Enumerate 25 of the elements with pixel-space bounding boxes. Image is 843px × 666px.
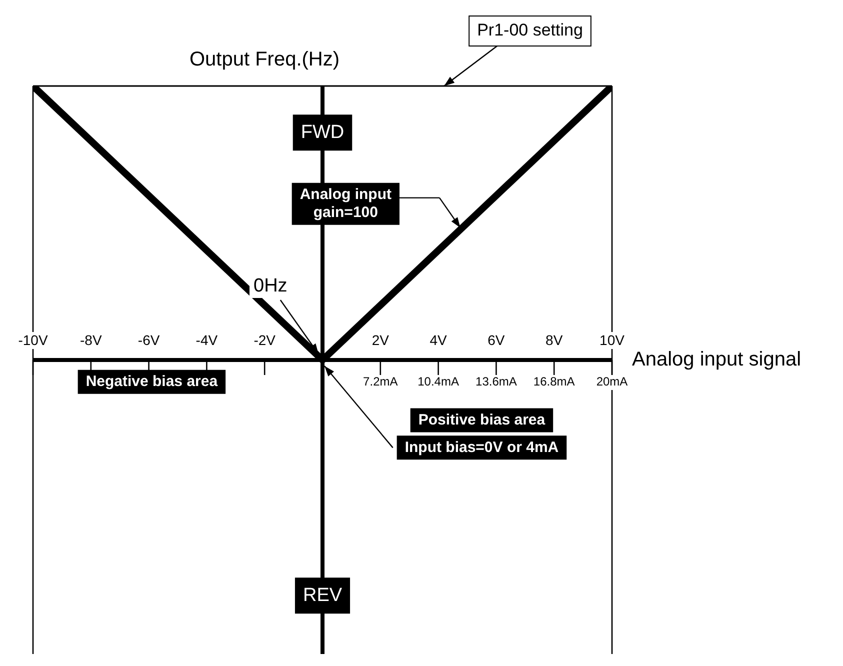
x2-tick-label: 20mA <box>596 374 628 388</box>
ref-line-label: Pr1-00 setting <box>477 20 583 40</box>
x-tick-label: -10V <box>18 332 48 348</box>
annotation: FWD <box>300 122 344 143</box>
x-tick-label: 10V <box>600 332 626 348</box>
x-tick-label: -4V <box>196 332 218 348</box>
x-axis-title: Analog input signal <box>632 348 802 371</box>
text: Positive bias area <box>418 411 546 428</box>
y-axis-title: Output Freq.(Hz) <box>189 48 340 71</box>
x2-tick-label: 7.2mA <box>363 374 398 388</box>
x-tick-label: 4V <box>430 332 448 348</box>
x-tick-label: -6V <box>138 332 160 348</box>
text: Negative bias area <box>86 373 218 390</box>
x2-tick-label: 13.6mA <box>476 374 517 388</box>
x2-tick-label: 16.8mA <box>533 374 575 388</box>
annotation: 0Hz <box>253 275 288 296</box>
x-tick-label: -2V <box>254 332 276 348</box>
annotation: Analog input gain=100 <box>300 186 392 221</box>
x-tick-label: -8V <box>80 332 102 348</box>
text: REV <box>302 584 342 606</box>
text: Input bias=0V or 4mA <box>404 438 559 456</box>
x-tick-label: 8V <box>546 332 564 348</box>
x-tick-label: 6V <box>488 332 506 348</box>
x-tick-label: 2V <box>372 332 390 348</box>
x2-tick-label: 10.4mA <box>418 374 459 388</box>
